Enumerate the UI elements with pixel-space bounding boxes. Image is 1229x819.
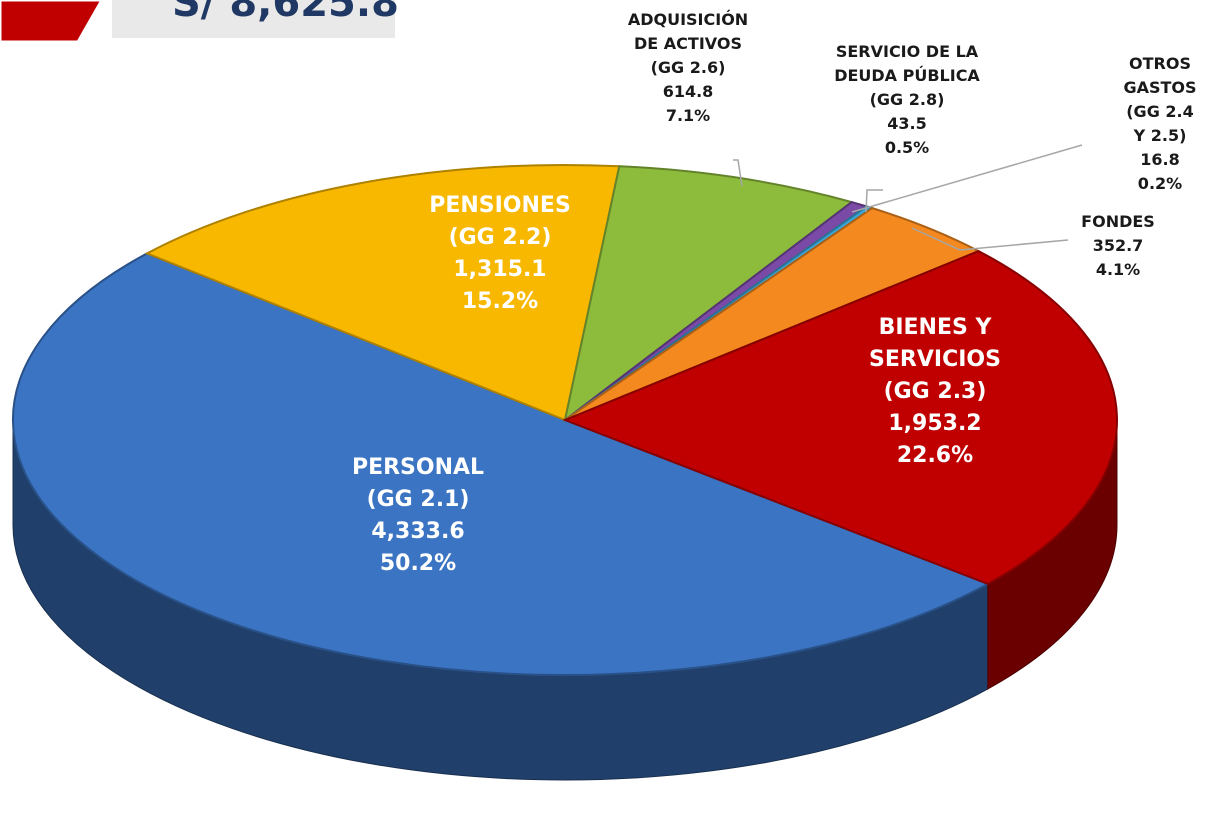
pie-slice (562, 249, 1118, 586)
title-box (112, 0, 395, 38)
leader-lines (733, 144, 1083, 251)
percentage-label: 0.5% (884, 138, 930, 157)
leader-line (911, 227, 1069, 251)
corner-tab (0, 0, 104, 44)
value-label: 1,953.2 (888, 411, 982, 436)
category-label: FONDES (1081, 212, 1155, 231)
slice-label: SERVICIO DE LA DEUDA PÚBLICA (GG 2.8) 43.… (834, 40, 980, 160)
value-label: 4,333.6 (371, 519, 465, 544)
slice-label: PENSIONES (GG 2.2) 1,315.1 15.2% (429, 190, 571, 318)
category-label: BIENES Y SERVICIOS (GG 2.3) (869, 315, 1001, 404)
category-label: PENSIONES (GG 2.2) (429, 193, 571, 250)
category-label: OTROS GASTOS (GG 2.4 Y 2.5) (1123, 54, 1197, 145)
slice-label: BIENES Y SERVICIOS (GG 2.3) 1,953.2 22.6% (869, 312, 1001, 472)
chart-title: S/ 8,625.8 (172, 0, 399, 26)
value-label: 1,315.1 (453, 257, 547, 282)
percentage-label: 7.1% (665, 106, 711, 125)
slice-label: PERSONAL (GG 2.1) 4,333.6 50.2% (352, 452, 484, 580)
pie-slice (144, 164, 621, 422)
percentage-label: 4.1% (1095, 260, 1141, 279)
slice-label: OTROS GASTOS (GG 2.4 Y 2.5) 16.8 0.2% (1123, 52, 1196, 196)
category-label: PERSONAL (GG 2.1) (351, 455, 485, 512)
slice-label: ADQUISICIÓN DE ACTIVOS (GG 2.6) 614.8 7.1% (628, 8, 748, 128)
leader-line (851, 144, 1083, 213)
leader-line (865, 189, 883, 213)
value-label: 614.8 (662, 82, 714, 101)
category-label: ADQUISICIÓN DE ACTIVOS (GG 2.6) (627, 10, 749, 77)
percentage-label: 0.2% (1137, 174, 1183, 193)
value-label: 16.8 (1140, 150, 1180, 169)
category-label: SERVICIO DE LA DEUDA PÚBLICA (GG 2.8) (834, 42, 980, 109)
pie-slice (563, 165, 854, 423)
percentage-label: 50.2% (379, 551, 457, 576)
value-label: 352.7 (1092, 236, 1144, 255)
slice-label: FONDES 352.7 4.1% (1081, 210, 1155, 282)
value-label: 43.5 (887, 114, 927, 133)
percentage-label: 22.6% (896, 443, 974, 468)
pie (12, 164, 1118, 781)
leader-line (733, 159, 743, 187)
percentage-label: 15.2% (461, 289, 539, 314)
pie-slice (12, 252, 991, 676)
